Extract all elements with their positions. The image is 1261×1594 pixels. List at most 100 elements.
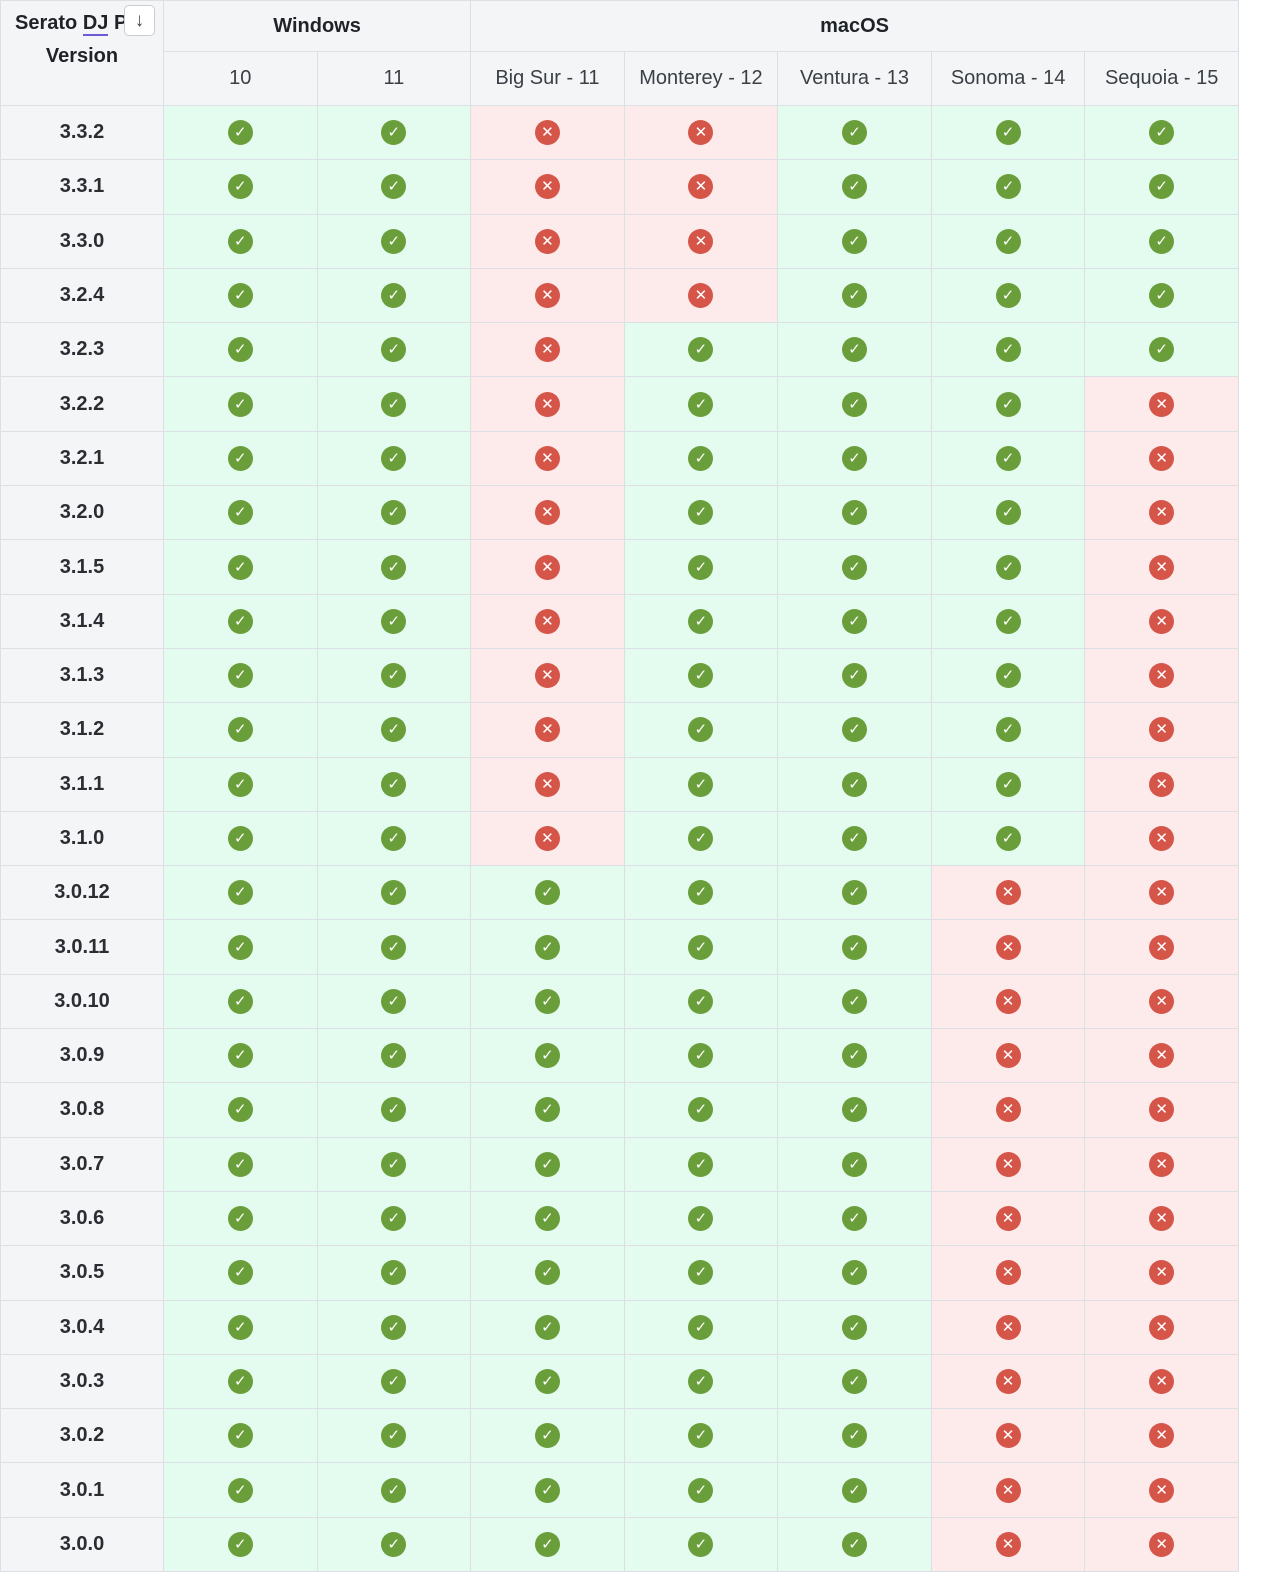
check-circle-icon: ✓ (227, 1043, 253, 1069)
supported-cell: ✓ (316, 485, 472, 541)
unsupported-cell: ✕ (930, 1136, 1086, 1192)
supported-cell: ✓ (316, 1245, 472, 1301)
x-circle-icon: ✕ (1149, 1531, 1175, 1557)
version-cell: 3.0.9 (0, 1028, 164, 1084)
check-circle-icon: ✓ (381, 1097, 407, 1123)
supported-cell: ✓ (777, 1082, 932, 1138)
supported-cell: ✓ (623, 376, 779, 432)
check-circle-icon: ✓ (381, 717, 407, 743)
check-circle-icon: ✓ (534, 1097, 560, 1123)
unsupported-cell: ✕ (1084, 756, 1239, 812)
table-row: 3.0.0 ✓ ✓ ✓ ✓ ✓ ✕ ✕ (0, 1516, 1239, 1573)
os-column-header[interactable]: 10 (163, 51, 318, 106)
version-cell: 3.2.0 (0, 485, 164, 541)
x-circle-icon: ✕ (534, 663, 560, 689)
supported-cell: ✓ (163, 1028, 318, 1084)
os-column-header[interactable]: 11 (316, 51, 472, 106)
os-column-header[interactable]: Ventura - 13 (777, 51, 932, 106)
check-circle-icon: ✓ (995, 663, 1021, 689)
version-cell: 3.2.2 (0, 376, 164, 432)
version-column-header[interactable]: Serato DJ P Version ↓ (0, 0, 164, 106)
supported-cell: ✓ (163, 1462, 318, 1518)
os-column-header[interactable]: Monterey - 12 (623, 51, 779, 106)
os-column-header[interactable]: Sequoia - 15 (1084, 51, 1239, 106)
check-circle-icon: ✓ (995, 771, 1021, 797)
check-circle-icon: ✓ (688, 1206, 714, 1232)
unsupported-cell: ✕ (930, 1190, 1086, 1247)
check-circle-icon: ✓ (842, 174, 868, 200)
version-cell: 3.1.0 (0, 810, 164, 867)
supported-cell: ✓ (316, 322, 472, 378)
supported-cell: ✓ (163, 919, 318, 975)
supported-cell: ✓ (777, 430, 932, 487)
check-circle-icon: ✓ (842, 1097, 868, 1123)
check-circle-icon: ✓ (842, 1423, 868, 1449)
version-cell: 3.0.12 (0, 865, 164, 921)
check-circle-icon: ✓ (842, 717, 868, 743)
unsupported-cell: ✕ (470, 159, 625, 215)
supported-cell: ✓ (623, 1245, 779, 1301)
check-circle-icon: ✓ (688, 1043, 714, 1069)
table-row: 3.1.0 ✓ ✓ ✕ ✓ ✓ ✓ ✕ (0, 810, 1239, 867)
version-cell: 3.2.4 (0, 267, 164, 324)
table-row: 3.3.1 ✓ ✓ ✕ ✕ ✓ ✓ ✓ (0, 159, 1239, 215)
supported-cell: ✓ (163, 1136, 318, 1192)
os-column-header[interactable]: Big Sur - 11 (470, 51, 625, 106)
check-circle-icon: ✓ (688, 391, 714, 417)
x-circle-icon: ✕ (1149, 554, 1175, 580)
supported-cell: ✓ (930, 104, 1086, 161)
supported-cell: ✓ (777, 485, 932, 541)
unsupported-cell: ✕ (470, 539, 625, 595)
check-circle-icon: ✓ (842, 934, 868, 960)
unsupported-cell: ✕ (470, 593, 625, 649)
table-header: Serato DJ P Version ↓ Windows macOS 10 11 B… (0, 0, 1239, 106)
check-circle-icon: ✓ (688, 663, 714, 689)
check-circle-icon: ✓ (995, 174, 1021, 200)
supported-cell: ✓ (777, 756, 932, 812)
check-circle-icon: ✓ (227, 826, 253, 851)
table-body: 3.3.2 ✓ ✓ ✕ ✕ ✓ ✓ ✓ 3.3.1 ✓ ✓ ✕ ✕ ✓ ✓ ✓ 3.3.0 ✓ ✓ ✕ ✕ ✓ ✓ ✓ 3.2.… (0, 104, 1239, 1573)
table-row: 3.2.2 ✓ ✓ ✕ ✓ ✓ ✓ ✕ (0, 376, 1239, 432)
supported-cell: ✓ (777, 159, 932, 215)
sort-descending-button[interactable]: ↓ (124, 5, 155, 36)
check-circle-icon: ✓ (995, 120, 1021, 146)
unsupported-cell: ✕ (470, 213, 625, 269)
supported-cell: ✓ (930, 267, 1086, 324)
os-column-header[interactable]: Sonoma - 14 (930, 51, 1086, 106)
x-circle-icon: ✕ (995, 1097, 1021, 1123)
supported-cell: ✓ (777, 1462, 932, 1518)
unsupported-cell: ✕ (930, 865, 1086, 921)
supported-cell: ✓ (623, 1408, 779, 1464)
check-circle-icon: ✓ (534, 880, 560, 906)
unsupported-cell: ✕ (1084, 539, 1239, 595)
x-circle-icon: ✕ (534, 500, 560, 526)
supported-cell: ✓ (316, 1516, 472, 1573)
supported-cell: ✓ (470, 1408, 625, 1464)
table-row: 3.0.1 ✓ ✓ ✓ ✓ ✓ ✕ ✕ (0, 1462, 1239, 1518)
supported-cell: ✓ (316, 919, 472, 975)
x-circle-icon: ✕ (1149, 880, 1175, 906)
table-row: 3.0.6 ✓ ✓ ✓ ✓ ✓ ✕ ✕ (0, 1190, 1239, 1247)
unsupported-cell: ✕ (623, 213, 779, 269)
supported-cell: ✓ (1084, 322, 1239, 378)
supported-cell: ✓ (777, 865, 932, 921)
supported-cell: ✓ (930, 647, 1086, 704)
x-circle-icon: ✕ (534, 337, 560, 363)
unsupported-cell: ✕ (1084, 376, 1239, 432)
x-circle-icon: ✕ (1149, 988, 1175, 1014)
supported-cell: ✓ (623, 1516, 779, 1573)
x-circle-icon: ✕ (1149, 663, 1175, 689)
supported-cell: ✓ (163, 430, 318, 487)
supported-cell: ✓ (623, 1353, 779, 1410)
x-circle-icon: ✕ (534, 608, 560, 634)
table-row: 3.0.11 ✓ ✓ ✓ ✓ ✓ ✕ ✕ (0, 919, 1239, 975)
supported-cell: ✓ (623, 973, 779, 1030)
supported-cell: ✓ (163, 810, 318, 867)
x-circle-icon: ✕ (1149, 771, 1175, 797)
check-circle-icon: ✓ (227, 717, 253, 743)
check-circle-icon: ✓ (227, 988, 253, 1014)
supported-cell: ✓ (777, 810, 932, 867)
check-circle-icon: ✓ (534, 1477, 560, 1503)
check-circle-icon: ✓ (688, 1368, 714, 1394)
supported-cell: ✓ (623, 485, 779, 541)
